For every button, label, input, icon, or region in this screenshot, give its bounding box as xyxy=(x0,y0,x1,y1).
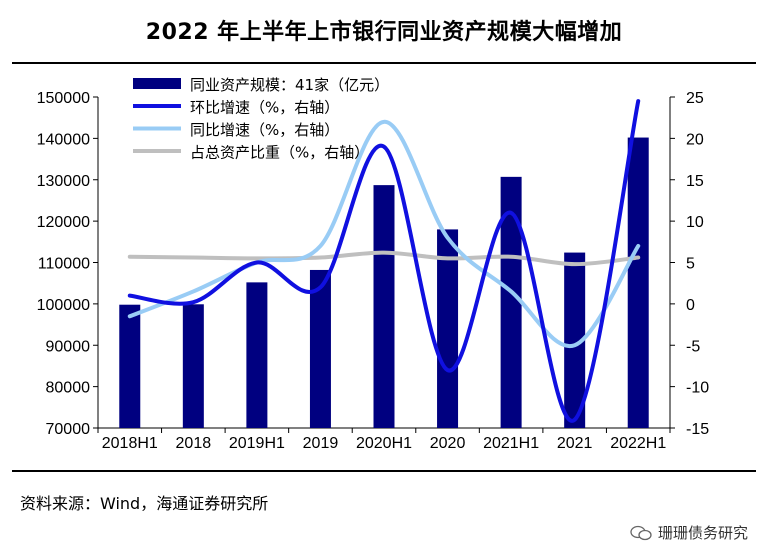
left-tick-label: 70000 xyxy=(46,421,91,438)
title-area: 2022 年上半年上市银行同业资产规模大幅增加 xyxy=(0,0,768,64)
x-tick-label: 2018H1 xyxy=(102,435,158,452)
bar xyxy=(182,304,204,428)
legend: 同业资产规模：41家（亿元） 环比增速（%，右轴） 同比增速（%，右轴） 占总资产比重… xyxy=(133,76,389,162)
share-line xyxy=(127,250,641,267)
yoy-line xyxy=(127,119,641,349)
right-tick-label: 0 xyxy=(686,297,695,314)
axes-layer: 70000 80000 90000 100000 110000 120000 130000 1… xyxy=(37,90,710,452)
x-tick-label: 2021H1 xyxy=(483,435,539,452)
bar xyxy=(500,176,522,428)
left-tick-label: 110000 xyxy=(38,256,90,273)
legend-label: 占总资产比重（%，右轴） xyxy=(190,144,369,162)
x-tick-label: 2021 xyxy=(557,435,593,452)
left-tick-label: 100000 xyxy=(37,297,90,314)
source-note: 资料来源：Wind，海通证券研究所 xyxy=(20,494,269,513)
chart: 70000 80000 90000 100000 110000 120000 130000 1… xyxy=(37,76,710,452)
watermark: 珊珊债务研究 xyxy=(630,522,748,543)
legend-label: 同比增速（%，右轴） xyxy=(190,121,339,139)
right-tick-label: 25 xyxy=(686,90,704,107)
bottom-rule xyxy=(12,470,756,472)
bar xyxy=(246,282,268,428)
legend-swatch-bar xyxy=(133,78,181,89)
qoq-line xyxy=(127,99,641,423)
bar xyxy=(627,137,649,429)
top-rule xyxy=(12,62,756,64)
wechat-icon xyxy=(630,525,652,540)
right-tick-label: -15 xyxy=(686,421,709,438)
right-tick-label: 5 xyxy=(686,256,695,273)
left-tick-label: 140000 xyxy=(37,131,90,148)
line-layer xyxy=(127,99,641,423)
right-tick-label: 15 xyxy=(686,173,704,190)
left-tick-label: 120000 xyxy=(37,214,90,231)
right-tick-label: -10 xyxy=(686,380,709,397)
right-tick-label: 20 xyxy=(686,131,704,148)
left-tick-label: 80000 xyxy=(46,380,91,397)
x-tick-label: 2019 xyxy=(303,435,339,452)
left-tick-label: 90000 xyxy=(46,338,91,355)
bar-layer xyxy=(119,137,649,429)
bar xyxy=(373,185,395,428)
bar xyxy=(564,252,586,428)
right-tick-label: 10 xyxy=(686,214,704,231)
left-tick-label: 150000 xyxy=(37,90,90,107)
watermark-text: 珊珊债务研究 xyxy=(657,524,748,542)
bar xyxy=(437,229,459,428)
x-tick-label: 2019H1 xyxy=(229,435,285,452)
chart-title: 2022 年上半年上市银行同业资产规模大幅增加 xyxy=(145,20,623,45)
x-tick-label: 2022H1 xyxy=(610,435,666,452)
bar xyxy=(309,269,331,428)
legend-label: 环比增速（%，右轴） xyxy=(190,99,339,117)
legend-label: 同业资产规模：41家（亿元） xyxy=(190,76,389,94)
x-tick-label: 2020H1 xyxy=(356,435,412,452)
left-tick-label: 130000 xyxy=(37,173,90,190)
right-tick-label: -5 xyxy=(686,338,700,355)
x-tick-label: 2018 xyxy=(176,435,212,452)
bar xyxy=(119,304,141,428)
x-tick-label: 2020 xyxy=(430,435,466,452)
